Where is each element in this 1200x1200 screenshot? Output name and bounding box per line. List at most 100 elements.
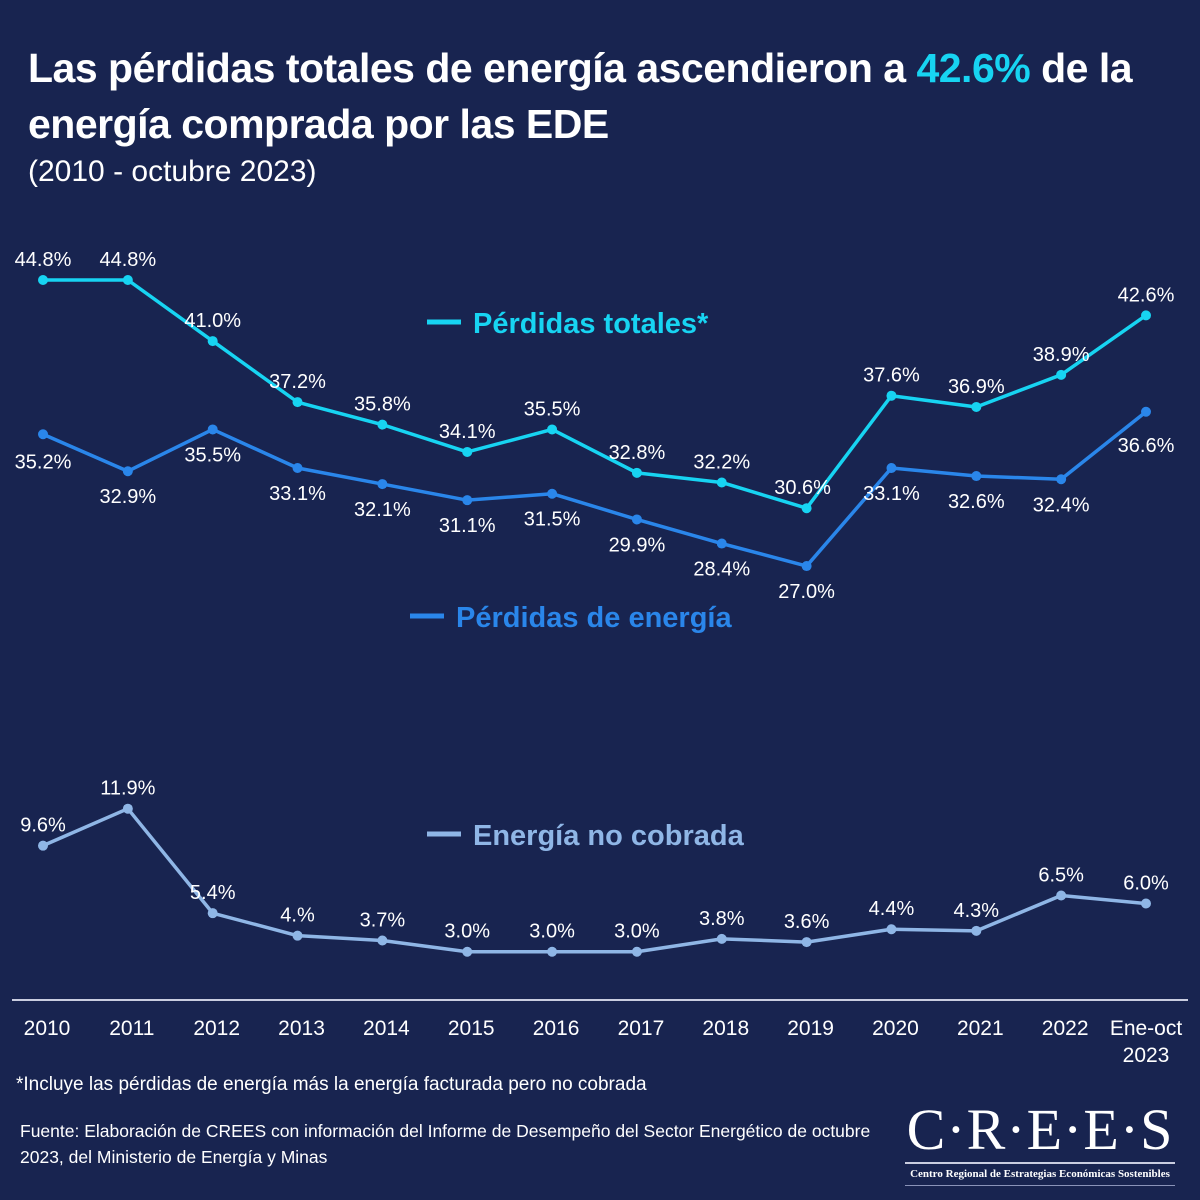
data-label: 44.8% [99, 249, 156, 271]
data-point [462, 446, 473, 457]
data-label: 6.5% [1038, 864, 1084, 886]
title-text-end: de la energía comprada por las EDE [28, 45, 1133, 147]
data-point [631, 946, 642, 957]
data-label: 41.0% [184, 310, 241, 332]
data-label: 31.1% [439, 515, 496, 537]
data-point [971, 471, 982, 482]
data-label: 4.% [280, 905, 315, 927]
x-tick-label: 2010 [24, 1017, 71, 1040]
data-point [1056, 474, 1067, 485]
data-point [971, 925, 982, 936]
series-line [43, 278, 1148, 510]
legend-label: Pérdidas totales* [473, 308, 709, 340]
data-label: 5.4% [190, 882, 236, 904]
x-tick-label: 2021 [957, 1017, 1004, 1040]
data-point [122, 803, 133, 814]
x-tick-label: 2017 [618, 1017, 665, 1040]
data-point [1141, 406, 1151, 417]
x-tick-label: Ene-oct 2023 [1110, 1017, 1183, 1067]
data-point [971, 401, 982, 412]
data-point [886, 463, 897, 474]
data-point [207, 424, 218, 435]
data-label: 3.7% [360, 909, 406, 931]
data-point [631, 467, 642, 478]
data-point [801, 937, 812, 948]
legend: Pérdidas totales* Pérdidas de energía Ener… [410, 308, 745, 852]
data-label: 30.6% [774, 477, 831, 499]
data-label: 36.9% [948, 376, 1005, 398]
data-point [547, 488, 558, 499]
data-label: 9.6% [20, 815, 66, 837]
data-label: 29.9% [609, 534, 666, 556]
data-label: 32.9% [99, 486, 156, 508]
data-point [886, 390, 897, 401]
data-point [207, 336, 218, 347]
x-tick-label: 2011 [109, 1017, 154, 1040]
data-label: 32.1% [354, 499, 411, 521]
data-label: 35.5% [184, 444, 241, 466]
data-point [547, 424, 558, 435]
data-label: 32.8% [609, 442, 666, 464]
data-label: 4.4% [869, 898, 915, 920]
series-layer: 44.8% 44.8% 41.0% 37.2% 35.8% 34.1% 35.5% 32.8%… [15, 249, 1175, 957]
data-label: 33.1% [269, 483, 326, 505]
data-label: 3.0% [529, 921, 575, 943]
data-label: 3.8% [699, 908, 745, 930]
data-label: 27.0% [778, 581, 835, 603]
x-tick-label: 2018 [702, 1017, 749, 1040]
series-pérdidas-de-energía: 35.2% 32.9% 35.5% 33.1% 32.1% 31.1% 31.5% 29.9%… [15, 406, 1175, 603]
data-point [292, 463, 303, 474]
data-point [631, 514, 642, 525]
data-point [716, 477, 727, 488]
data-point [462, 946, 473, 957]
data-point [38, 429, 48, 440]
series-line [42, 806, 1147, 954]
series-pérdidas-totales: 44.8% 44.8% 41.0% 37.2% 35.8% 34.1% 35.5% 32.8%… [15, 249, 1175, 514]
data-point [886, 924, 897, 935]
data-point [801, 561, 812, 572]
legend-item: Energía no cobrada [427, 820, 745, 852]
data-label: 32.2% [693, 451, 750, 473]
data-point [801, 503, 812, 514]
data-point [1141, 310, 1151, 321]
footnote: *Incluye las pérdidas de energía más la … [16, 1074, 647, 1095]
data-label: 32.4% [1033, 494, 1090, 516]
chart-subtitle: (2010 - octubre 2023) [28, 155, 317, 188]
data-label: 28.4% [693, 559, 750, 581]
data-point [377, 935, 388, 946]
data-label: 3.0% [614, 921, 660, 943]
data-label: 37.2% [269, 371, 326, 393]
data-point [292, 397, 303, 408]
data-point [122, 275, 133, 285]
data-label: 6.0% [1123, 873, 1169, 895]
data-point [1056, 890, 1067, 901]
legend-item: Pérdidas de energía [410, 602, 732, 634]
x-tick-label: 2016 [533, 1017, 580, 1040]
data-point [716, 933, 727, 944]
data-label: 3.6% [784, 911, 830, 933]
x-tick-label: 2014 [363, 1017, 410, 1040]
chart-title: Las pérdidas totales de energía ascendie… [28, 40, 1188, 152]
data-point [292, 930, 303, 941]
data-label: 35.2% [15, 451, 72, 473]
data-label: 31.5% [524, 509, 581, 531]
x-tick-label: 2015 [448, 1017, 495, 1040]
series-energía-no-cobrada: 9.6% 11.9% 5.4% 4.% 3.7% 3.0% 3.0% 3.0% 3.8% 3.6%… [20, 778, 1169, 957]
data-label: 36.6% [1118, 435, 1175, 457]
data-point [377, 419, 388, 430]
data-point [1141, 898, 1151, 909]
x-tick-label: 2022 [1042, 1017, 1089, 1040]
data-label: 11.9% [100, 778, 155, 800]
legend-label: Energía no cobrada [473, 820, 745, 852]
logo-divider-bottom [905, 1185, 1175, 1186]
data-label: 35.8% [354, 394, 411, 416]
data-point [716, 538, 727, 549]
legend-label: Pérdidas de energía [456, 602, 732, 634]
data-point [38, 275, 48, 285]
data-point [547, 946, 558, 957]
data-label: 35.5% [524, 398, 581, 420]
data-label: 38.9% [1033, 344, 1090, 366]
data-point [462, 495, 473, 506]
legend-item: Pérdidas totales* [427, 308, 709, 340]
